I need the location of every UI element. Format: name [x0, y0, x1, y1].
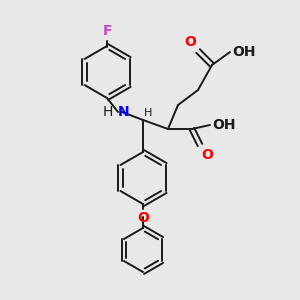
Text: O: O [201, 148, 213, 162]
Text: H: H [144, 108, 152, 118]
Text: N: N [118, 105, 130, 119]
Text: OH: OH [212, 118, 236, 132]
Text: O: O [184, 35, 196, 49]
Text: OH: OH [232, 45, 256, 59]
Text: H: H [103, 105, 113, 119]
Text: F: F [102, 24, 112, 38]
Text: O: O [137, 211, 149, 225]
